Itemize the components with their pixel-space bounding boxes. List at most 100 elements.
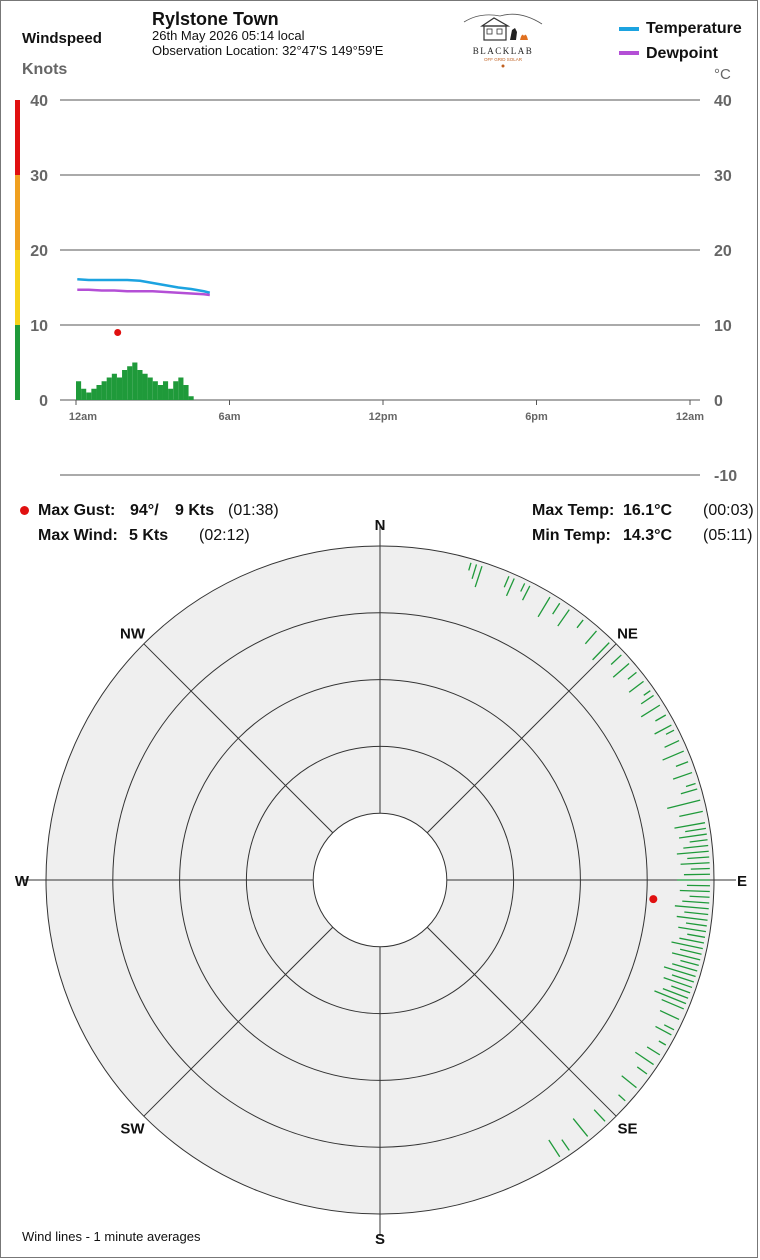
wind-direction-line [627,671,637,680]
wind-direction-line [679,810,703,818]
wind-direction-line [676,915,708,921]
wind-direction-line [685,782,696,788]
min-temp-time: (05:11) [703,527,753,544]
knots-label: Knots [22,61,68,78]
wind-direction-line [680,862,710,865]
wind-direction-line [690,867,710,870]
wind-direction-line [654,724,672,735]
wind-direction-line [682,900,710,904]
wind-direction-line [672,963,698,972]
footer-note: Wind lines - 1 minute averages [22,1229,201,1244]
max-temp-value: 16.1°C [623,502,673,519]
wind-direction-line [661,998,685,1010]
wind-speed-bar [188,396,194,400]
wind-direction-line [674,905,709,910]
max-gust-label: Max Gust: [38,502,116,519]
wind-direction-line [572,1118,589,1137]
wind-direction-line [689,895,710,898]
wind-speed-bar [178,377,184,400]
wind-direction-line [663,966,696,978]
wind-direction-line [584,630,597,645]
wind-speed-bar [147,377,153,400]
wind-direction-line [655,714,667,722]
wind-direction-line [640,694,654,705]
wind-speed-bar [106,377,112,400]
wind-direction-line [658,1040,667,1046]
y-right-tick-label: 0 [714,393,723,410]
direction-label-e: E [737,873,747,890]
wind-direction-line [471,564,478,579]
max-gust-point [114,329,122,336]
y-right-tick-label: 20 [714,243,732,260]
logo-house-icon: BLACKLAB OFF GRID SOLAR [463,13,543,68]
wind-speed-bar [132,362,138,400]
wind-direction-line [671,952,701,961]
direction-label-se: SE [617,1120,637,1137]
wind-direction-line [628,680,644,693]
wind-direction-line [671,985,691,994]
y-left-tick-label: 0 [39,393,48,410]
wind-speed-bar [81,388,87,400]
wind-direction-line [679,889,710,893]
y-left-tick-label: 20 [30,243,48,260]
wind-speed-bar [101,381,107,400]
time-series-chart: 0 10 20 30 40 -10 0 10 20 30 40 12am 6am 12pm 6pm 12am [15,93,737,485]
wind-direction-line [665,729,675,735]
wind-direction-line [662,750,685,761]
wind-direction-line [593,1109,606,1122]
wind-direction-line [663,1024,675,1031]
wind-direction-line [646,1046,661,1056]
wind-direction-line [655,1025,672,1036]
wind-direction-line [678,926,707,933]
direction-label-sw: SW [120,1120,145,1137]
y-left-tick-label: 40 [30,93,48,110]
rose-ring [312,812,448,948]
wind-direction-line [663,977,693,989]
station-name: Rylstone Town [152,9,279,29]
dewpoint-line [77,288,210,297]
wind-speed-bar [122,370,128,400]
wind-speed-bar [86,392,92,400]
max-wind-speed: 5 Kts [129,527,169,544]
max-gust-direction: 94°/ [130,502,159,519]
rose-spoke [143,926,334,1117]
wind-direction-line [521,585,531,601]
wind-rose-chart: N NE E SE S SW W NW [15,517,747,1248]
direction-label-nw: NW [120,626,146,643]
wind-direction-line [659,1009,680,1021]
wind-speed-bar [152,381,158,400]
celsius-label: °C [714,66,731,83]
wind-direction-line [468,562,472,571]
min-temp-value: 14.3°C [623,527,673,544]
wind-speed-bar [116,377,123,400]
wind-speed-bar [76,381,82,400]
wind-speed-bar [183,385,189,400]
max-gust-time: (01:38) [228,502,279,519]
max-wind-label: Max Wind: [38,527,118,544]
blacklab-logo: BLACKLAB OFF GRID SOLAR [460,10,546,70]
wind-direction-line [505,578,515,597]
wind-direction-line [618,1094,626,1102]
rose-spoke [426,926,617,1117]
wind-direction-line [592,642,610,661]
wind-speed-bar [157,385,163,400]
wind-direction-line [685,922,707,927]
y-left-tick-label: 10 [30,318,48,335]
rose-max-gust-point [649,895,658,904]
legend-temperature-swatch [619,27,639,31]
wind-direction-line [680,788,698,795]
wind-direction-line [671,941,703,950]
y-right-tick-label: 10 [714,318,732,335]
direction-label-w: W [15,873,30,890]
legend-dewpoint-label: Dewpoint [646,45,718,62]
wind-speed-bar [142,373,148,400]
wind-direction-line [672,771,693,780]
max-temp-label: Max Temp: [532,502,615,519]
direction-label-n: N [375,517,386,534]
wind-direction-line [548,1139,561,1158]
wind-direction-line [687,933,706,938]
wind-direction-line [537,596,551,618]
svg-text:OFF GRID SOLAR: OFF GRID SOLAR [484,57,523,62]
